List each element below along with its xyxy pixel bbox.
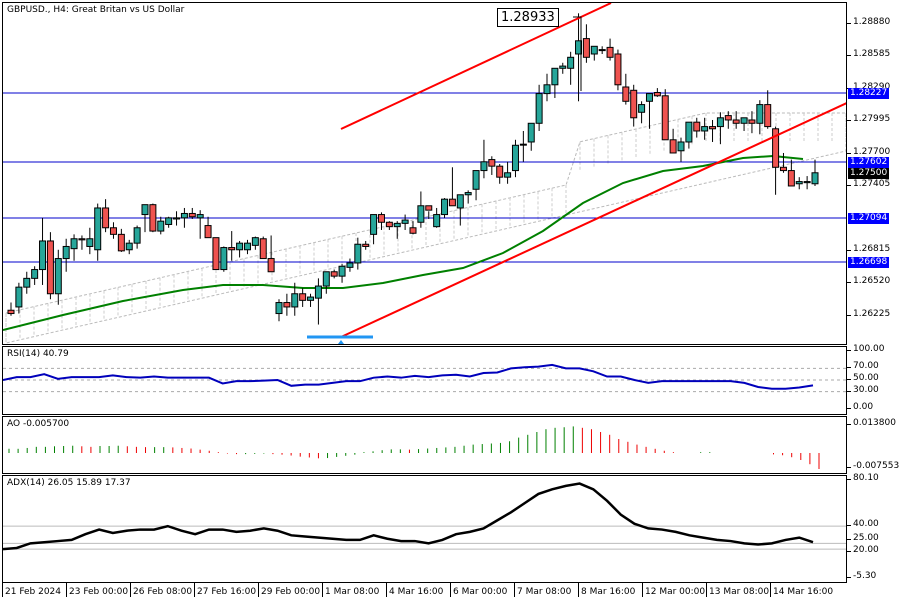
time-tick: 6 Mar 00:00 [450,583,507,597]
rsi-tick: 70.00 [847,361,879,371]
rsi-axis: 100.00 70.00 50.00 30.00 0.00 [847,344,900,415]
time-tick: 12 Mar 00:00 [642,583,705,597]
time-tick: 8 Mar 16:00 [578,583,635,597]
price-chart-canvas [3,3,846,344]
price-tick: 1.26815 [847,244,890,254]
adx-tick: 25.00 [847,533,879,543]
hline-price-tag: 1.27094 [848,213,890,224]
price-tick: 1.27405 [847,179,890,189]
adx-tick: 40.00 [847,519,879,529]
price-tick: 1.28880 [847,17,890,27]
price-tick: 1.28585 [847,49,890,59]
time-tick: 23 Feb 00:00 [66,583,128,597]
time-tick: 4 Mar 16:00 [386,583,443,597]
rsi-tick: 0.00 [847,402,873,412]
high-price-callout: 1.28933 [497,8,559,27]
ao-axis: 0.013800 -0.007553 [847,416,900,474]
ao-pane[interactable]: AO -0.005700 [2,416,847,474]
rsi-tick: 100.00 [847,344,885,354]
adx-label: ADX(14) 26.05 15.89 17.37 [7,478,131,488]
adx-tick: -5.30 [847,571,876,581]
rsi-label: RSI(14) 40.79 [7,349,69,359]
price-axis[interactable]: 1.28880 1.28585 1.28290 1.27995 1.27700 1.274… [847,2,900,345]
time-tick: 14 Mar 16:00 [770,583,833,597]
adx-tick: 80.10 [847,473,879,483]
adx-pane[interactable]: ADX(14) 26.05 15.89 17.37 [2,475,847,583]
hline-price-tag: 1.26698 [848,257,890,268]
hline-price-tag: 1.28227 [848,88,890,99]
time-tick: 21 Feb 2024 [2,583,61,597]
rsi-canvas [3,363,846,393]
time-tick: 29 Feb 00:00 [258,583,320,597]
ao-tick: 0.013800 [847,418,896,428]
chart-title: GBPUSD., H4: Great Britan vs US Dollar [7,5,185,15]
ao-label: AO -0.005700 [7,419,70,429]
time-tick: 1 Mar 08:00 [322,583,379,597]
rsi-tick: 30.00 [847,385,879,395]
price-tick: 1.26520 [847,276,890,286]
price-chart-pane[interactable]: GBPUSD., H4: Great Britan vs US Dollar 1… [2,2,847,345]
ao-canvas [8,426,820,469]
time-tick: 7 Mar 08:00 [514,583,571,597]
price-tick: 1.26225 [847,309,890,319]
time-axis[interactable]: 21 Feb 2024 23 Feb 00:00 26 Feb 08:00 27 Fe… [0,583,900,600]
price-tick: 1.27700 [847,147,890,157]
rsi-tick: 50.00 [847,373,879,383]
ao-tick: -0.007553 [847,461,899,471]
time-tick: 13 Mar 08:00 [706,583,769,597]
rsi-pane[interactable]: RSI(14) 40.79 [2,346,847,415]
current-price-tag: 1.27500 [848,168,890,179]
adx-tick: 20.00 [847,545,879,555]
price-tick: 1.27995 [847,114,890,124]
hline-price-tag: 1.27602 [848,157,890,168]
time-tick: 27 Feb 16:00 [194,583,256,597]
adx-canvas [3,482,846,551]
time-tick: 26 Feb 08:00 [130,583,192,597]
adx-axis: 80.10 40.00 25.00 20.00 -5.30 [847,473,900,583]
